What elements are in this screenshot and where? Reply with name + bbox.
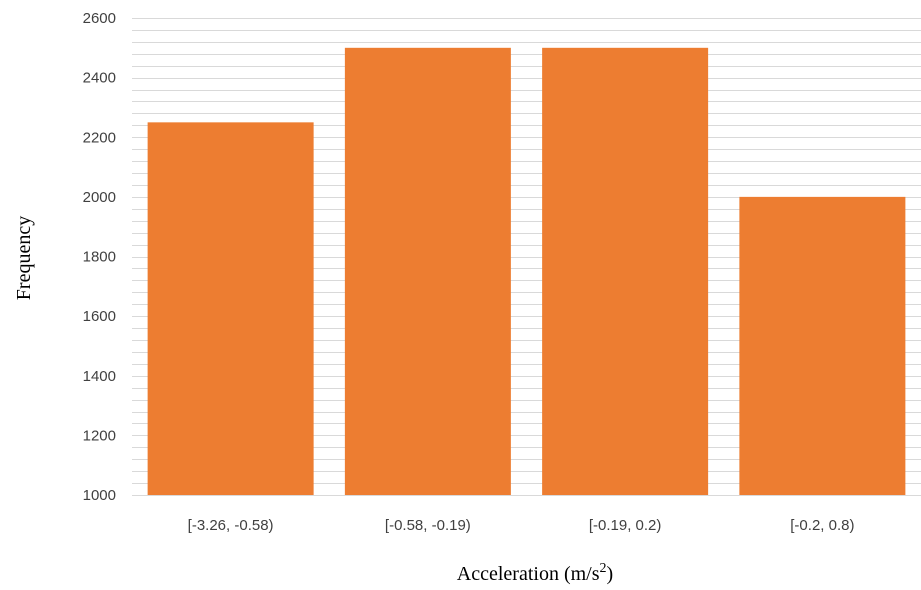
bar <box>542 47 709 495</box>
x-axis-title-text: Acceleration (m/s <box>457 563 600 585</box>
bar <box>739 196 906 495</box>
bar <box>147 122 314 495</box>
x-tick-label: [-3.26, -0.58) <box>188 517 274 534</box>
x-axis-title-suffix: ) <box>607 563 614 585</box>
y-axis-title: Frequency <box>13 216 35 300</box>
bar <box>344 47 511 495</box>
x-tick-label: [-0.19, 0.2) <box>589 517 662 534</box>
y-tick-labels: 1000 1200 1400 1600 1800 2000 2200 2400 2600 <box>83 10 116 504</box>
x-tick-label: [-0.2, 0.8) <box>790 517 854 534</box>
x-tick-label: [-0.58, -0.19) <box>385 517 471 534</box>
y-tick-label: 2200 <box>83 129 116 146</box>
y-tick-label: 2400 <box>83 70 116 87</box>
y-tick-label: 2600 <box>83 10 116 27</box>
y-tick-label: 1800 <box>83 249 116 266</box>
y-tick-label: 2000 <box>83 189 116 206</box>
x-axis-title: Acceleration (m/s2) <box>457 561 613 585</box>
y-tick-label: 1000 <box>83 487 116 504</box>
y-tick-label: 1200 <box>83 427 116 444</box>
bars <box>147 47 906 495</box>
x-tick-labels: [-3.26, -0.58) [-0.58, -0.19) [-0.19, 0.2)… <box>188 517 855 534</box>
x-axis-title-superscript: 2 <box>600 561 607 576</box>
y-tick-label: 1400 <box>83 368 116 385</box>
y-tick-label: 1600 <box>83 308 116 325</box>
